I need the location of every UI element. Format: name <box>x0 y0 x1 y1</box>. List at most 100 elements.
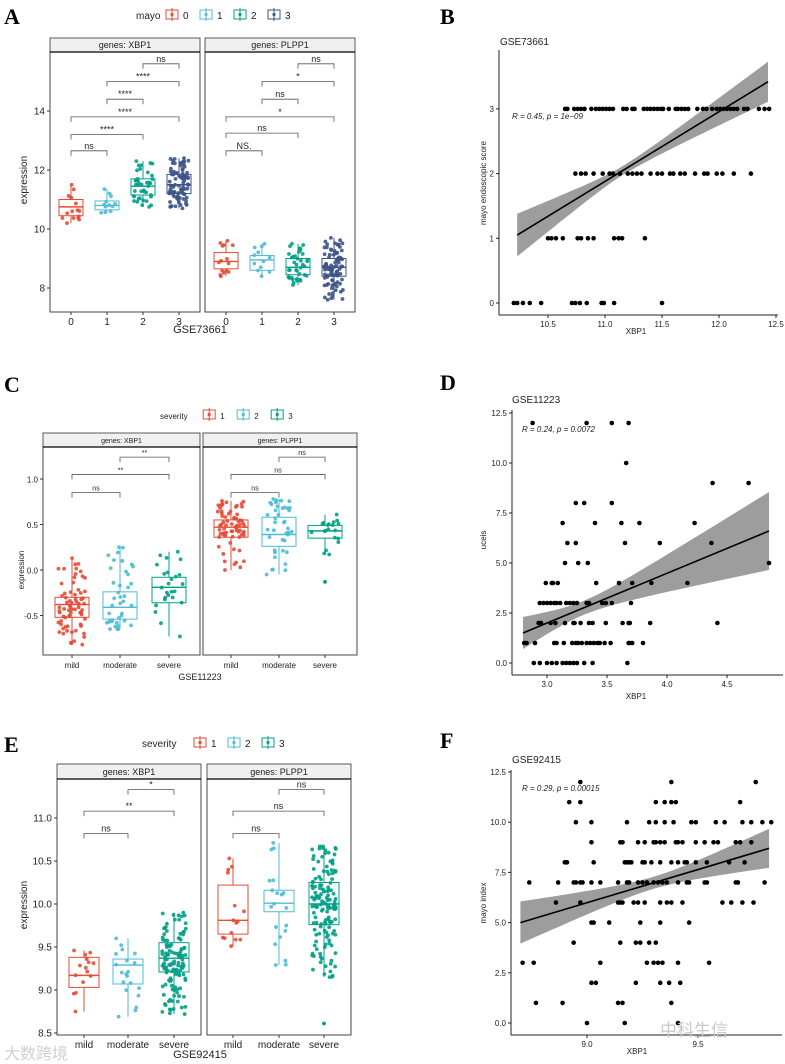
data-point <box>693 839 699 845</box>
jitter-point <box>164 555 169 560</box>
data-point <box>635 839 641 845</box>
jitter-point <box>271 878 276 883</box>
box-moderate <box>263 841 295 967</box>
significance-label: **** <box>136 72 151 82</box>
jitter-point <box>108 627 112 631</box>
data-point <box>756 106 762 112</box>
significance-bracket <box>232 810 325 817</box>
jitter-point <box>153 610 158 614</box>
jitter-point <box>176 200 181 205</box>
data-point <box>549 236 554 241</box>
data-point <box>662 819 667 825</box>
jitter-point <box>241 529 246 534</box>
jitter-point <box>273 963 278 967</box>
data-point <box>573 819 579 825</box>
data-point <box>566 799 572 805</box>
data-point <box>642 860 648 865</box>
jitter-point <box>136 163 141 168</box>
jitter-point <box>73 572 78 576</box>
data-point <box>705 171 710 176</box>
jitter-point <box>174 972 178 977</box>
jitter-point <box>81 980 85 984</box>
jitter-point <box>286 274 291 279</box>
jitter-point <box>65 628 69 633</box>
jitter-point <box>224 523 228 528</box>
data-point <box>660 106 666 112</box>
y-tick-label: 14 <box>34 107 46 118</box>
legend-dot-icon <box>232 740 236 745</box>
jitter-point <box>116 590 121 595</box>
jitter-point <box>73 628 78 633</box>
data-point <box>729 900 734 905</box>
data-point <box>709 540 714 546</box>
jitter-point <box>181 197 186 201</box>
data-point <box>666 106 672 112</box>
jitter-point <box>150 173 154 178</box>
jitter-point <box>333 288 338 293</box>
jitter-point <box>340 264 345 269</box>
jitter-point <box>182 913 187 918</box>
jitter-point <box>317 931 322 936</box>
jitter-point <box>76 601 81 606</box>
x-axis-label: GSE92415 <box>173 1049 227 1061</box>
jitter-point <box>318 960 323 965</box>
jitter-point <box>167 179 172 184</box>
jitter-point <box>164 970 169 975</box>
data-point <box>553 236 559 241</box>
jitter-point <box>144 199 149 204</box>
jitter-point <box>311 854 316 858</box>
data-point <box>642 839 648 845</box>
jitter-point <box>333 951 338 956</box>
data-point <box>611 236 617 241</box>
jitter-point <box>325 297 330 302</box>
data-point <box>610 106 616 112</box>
jitter-point <box>215 509 220 514</box>
data-point <box>722 819 727 825</box>
data-point <box>626 420 631 426</box>
significance-label: ** <box>142 450 148 457</box>
jitter-point <box>166 581 171 586</box>
data-point <box>740 900 745 905</box>
legend-dot-icon <box>266 740 270 745</box>
data-point <box>647 620 653 626</box>
significance-label: ns <box>274 801 284 811</box>
jitter-point <box>184 201 188 206</box>
data-point <box>693 860 699 865</box>
jitter-point <box>323 848 328 853</box>
jitter-point <box>312 927 317 932</box>
data-point <box>603 600 609 606</box>
jitter-point <box>252 245 257 250</box>
significance-label: ** <box>118 467 124 474</box>
data-point <box>748 819 754 825</box>
jitter-point <box>326 915 331 920</box>
outlier-point <box>323 579 327 584</box>
jitter-point <box>77 209 82 213</box>
jitter-point <box>176 913 181 918</box>
y-axis-label: expression <box>19 881 30 929</box>
data-point <box>700 106 706 112</box>
data-point <box>660 960 665 966</box>
legend-label: 0 <box>183 11 189 22</box>
data-point <box>572 620 577 626</box>
jitter-point <box>108 209 113 214</box>
jitter-point <box>271 497 276 501</box>
legend-key: 0 <box>165 8 189 22</box>
data-point <box>714 106 720 112</box>
jitter-point <box>65 211 70 216</box>
box-iqr <box>217 884 249 935</box>
jitter-point <box>162 926 166 931</box>
jitter-point <box>182 164 187 169</box>
plot-title: GSE92415 <box>512 755 561 766</box>
jitter-point <box>136 993 141 998</box>
jitter-point <box>74 566 79 571</box>
data-point <box>745 106 750 112</box>
jitter-point <box>179 1005 184 1010</box>
jitter-point <box>338 281 342 286</box>
jitter-point <box>146 184 151 188</box>
jitter-point <box>183 976 188 981</box>
box-severe <box>158 910 190 1016</box>
data-point <box>574 600 580 606</box>
data-point <box>657 900 663 905</box>
y-axis-label: expression <box>19 156 30 204</box>
data-point <box>623 460 629 466</box>
